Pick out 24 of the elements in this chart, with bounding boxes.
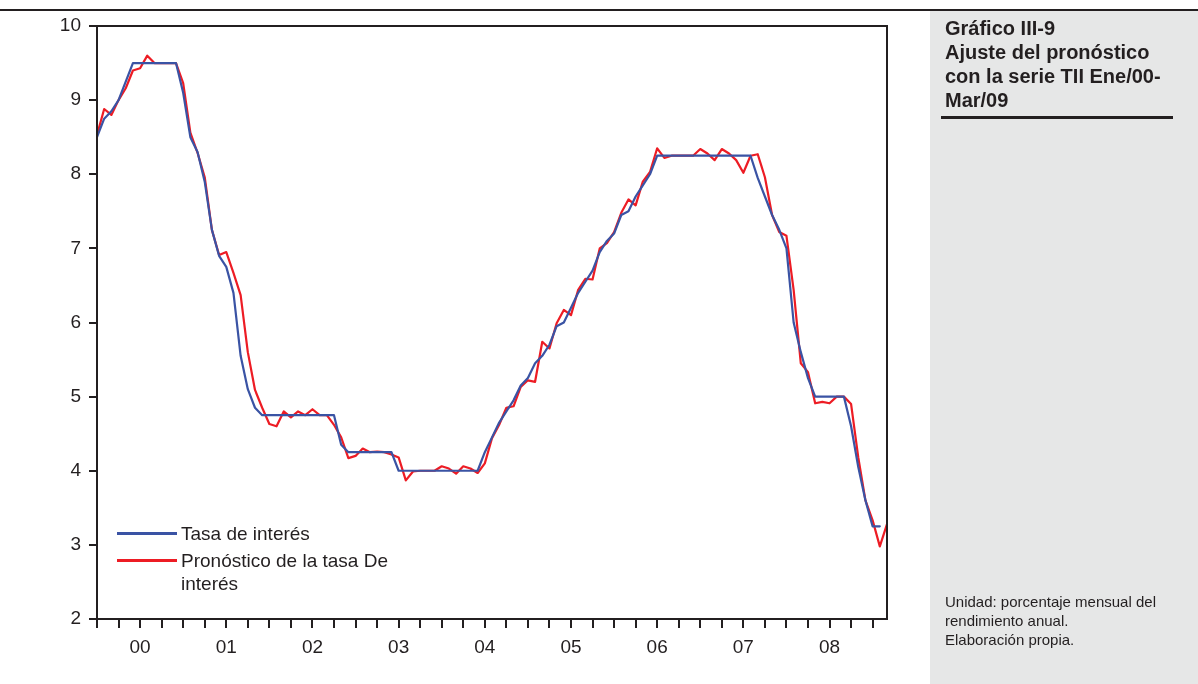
- y-tick-label: 3: [70, 533, 81, 555]
- x-tick-label: 02: [301, 635, 324, 657]
- x-tick-label: 04: [474, 635, 496, 657]
- text: Gráfico III-9: [945, 16, 1057, 40]
- x-tick-label: 08: [818, 635, 841, 657]
- y-tick-label: 4: [70, 458, 82, 480]
- text: Ajuste del pronóstico con la serie TII Ene/00-Mar/09: [945, 40, 1162, 112]
- y-tick-label: 8: [70, 162, 81, 184]
- y-tick-label: 10: [59, 14, 81, 36]
- y-tick-label: 6: [70, 310, 81, 332]
- y-tick-label: 9: [70, 88, 81, 110]
- x-tick-label: 03: [388, 635, 410, 657]
- y-tick-label: 7: [70, 236, 81, 258]
- x-tick-label: 06: [646, 635, 668, 657]
- text: Elaboración propia.: [945, 630, 1076, 649]
- y-tick-label: 5: [70, 384, 81, 406]
- x-tick-label: 07: [732, 635, 754, 657]
- y-tick-label: 2: [70, 607, 81, 629]
- legend-label: Tasa de interés: [181, 522, 311, 545]
- x-tick-label: 05: [560, 635, 582, 657]
- text: Unidad: porcentaje mensual del rendimiento anual.: [945, 592, 1157, 630]
- x-tick-label: 01: [215, 635, 237, 657]
- x-tick-label: 00: [129, 635, 151, 657]
- legend-label: Pronóstico de la tasa De interés: [181, 549, 389, 595]
